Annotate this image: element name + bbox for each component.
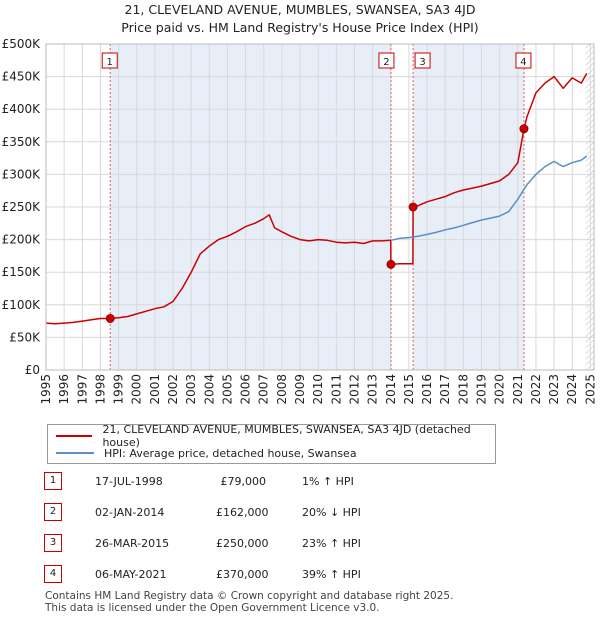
x-tick-label: 2024	[565, 374, 579, 405]
y-tick-label: £50K	[9, 330, 41, 344]
x-tick-label: 2008	[275, 374, 289, 405]
x-tick-label: 2012	[347, 374, 361, 405]
x-tick-label: 1996	[57, 374, 71, 405]
x-tick-label: 2014	[384, 374, 398, 405]
sale-price: £162,000	[216, 506, 269, 519]
footer-copyright: Contains HM Land Registry data © Crown c…	[45, 590, 454, 602]
table-row: 1 17-JUL-1998 £79,000 1% ↑ HPI	[40, 472, 560, 492]
sale-badge: 1	[44, 472, 62, 490]
sale-price: £79,000	[220, 475, 267, 488]
table-row: 3 26-MAR-2015 £250,000 23% ↑ HPI	[40, 534, 560, 554]
x-tick-label: 1997	[75, 374, 89, 405]
sale-point	[386, 259, 396, 269]
sale-badge: 3	[44, 534, 62, 552]
legend: 21, CLEVELAND AVENUE, MUMBLES, SWANSEA, …	[47, 423, 496, 464]
sale-price: £250,000	[216, 537, 269, 550]
x-tick-label: 2016	[420, 374, 434, 405]
chart-title: 21, CLEVELAND AVENUE, MUMBLES, SWANSEA, …	[124, 2, 476, 17]
legend-label-hpi: HPI: Average price, detached house, Swan…	[104, 446, 357, 460]
x-tick-label: 2013	[366, 374, 380, 405]
x-tick-label: 2006	[239, 374, 253, 405]
table-row: 4 06-MAY-2021 £370,000 39% ↑ HPI	[40, 565, 560, 585]
x-tick-label: 2018	[456, 374, 470, 405]
price-chart: £0 £50K £100K £150K £200K £250K £300K £350K £400…	[2, 37, 598, 405]
chart-subtitle: Price paid vs. HM Land Registry's House …	[121, 20, 479, 35]
sale-number-label: 1	[107, 57, 113, 68]
sale-hpi-diff: 23% ↑ HPI	[302, 537, 361, 550]
footer: Contains HM Land Registry data © Crown c…	[45, 590, 453, 614]
y-tick-label: £300K	[2, 167, 42, 181]
sale-point	[519, 124, 529, 134]
legend-swatch-property	[56, 435, 93, 437]
x-tick-label: 2001	[148, 374, 162, 405]
x-tick-label: 2004	[202, 374, 216, 405]
y-tick-label: £100K	[2, 298, 42, 312]
x-tick-label: 2010	[311, 374, 325, 405]
y-tick-label: £500K	[2, 37, 42, 51]
x-tick-label: 1998	[93, 374, 107, 405]
legend-item-hpi: HPI: Average price, detached house, Swan…	[56, 445, 357, 461]
x-tick-label: 2025	[583, 374, 597, 405]
sale-badge: 2	[44, 503, 62, 521]
sale-date: 02-JAN-2014	[95, 506, 165, 519]
x-tick-label: 2011	[329, 374, 343, 405]
sale-number-box	[378, 52, 395, 69]
sale-hpi-diff: 1% ↑ HPI	[302, 475, 354, 488]
sale-number-box	[414, 52, 431, 69]
y-tick-label: £200K	[2, 233, 42, 247]
x-tick-label: 1995	[39, 374, 53, 405]
sale-date: 17-JUL-1998	[95, 475, 163, 488]
x-tick-label: 2015	[402, 374, 416, 405]
footer-licence: This data is licensed under the Open Gov…	[45, 602, 380, 614]
legend-swatch-hpi	[56, 452, 94, 454]
x-tick-label: 2021	[511, 374, 525, 405]
table-row: 2 02-JAN-2014 £162,000 20% ↓ HPI	[40, 503, 560, 523]
x-tick-label: 2022	[529, 374, 543, 405]
y-tick-label: £150K	[2, 265, 42, 279]
sale-price: £370,000	[216, 568, 269, 581]
sale-hpi-diff: 20% ↓ HPI	[302, 506, 361, 519]
property-price-line	[45, 72, 588, 325]
sale-badge: 4	[44, 565, 62, 583]
x-tick-label: 1999	[112, 374, 126, 405]
hpi-line	[390, 155, 588, 242]
x-tick-label: 2002	[166, 374, 180, 405]
sale-number-label: 2	[383, 57, 389, 68]
chart-title-block: 21, CLEVELAND AVENUE, MUMBLES, SWANSEA, …	[0, 1, 600, 37]
sale-hpi-diff: 39% ↑ HPI	[302, 568, 361, 581]
sale-date: 26-MAR-2015	[95, 537, 170, 550]
y-tick-label: £350K	[2, 135, 42, 149]
sale-point	[105, 313, 115, 323]
sale-point	[408, 202, 418, 212]
legend-label-property: 21, CLEVELAND AVENUE, MUMBLES, SWANSEA, …	[102, 423, 471, 449]
y-tick-label: £0	[25, 363, 40, 377]
sale-number-label: 4	[520, 57, 526, 68]
x-tick-label: 2020	[493, 374, 507, 405]
x-tick-label: 2003	[184, 374, 198, 405]
x-tick-label: 2009	[293, 374, 307, 405]
x-tick-label: 2005	[220, 374, 234, 405]
sale-number-box	[515, 52, 532, 69]
sale-number-box	[101, 52, 118, 69]
x-tick-label: 2007	[257, 374, 271, 405]
x-tick-label: 2017	[438, 374, 452, 405]
y-tick-label: £400K	[2, 102, 42, 116]
y-tick-label: £450K	[2, 70, 42, 84]
y-tick-label: £250K	[2, 200, 42, 214]
x-tick-label: 2023	[547, 374, 561, 405]
x-tick-label: 2000	[130, 374, 144, 405]
sale-date: 06-MAY-2021	[95, 568, 167, 581]
x-tick-label: 2019	[474, 374, 488, 405]
plot-frame	[45, 43, 595, 371]
sale-number-label: 3	[419, 57, 425, 68]
legend-item-property: 21, CLEVELAND AVENUE, MUMBLES, SWANSEA, …	[56, 423, 495, 449]
